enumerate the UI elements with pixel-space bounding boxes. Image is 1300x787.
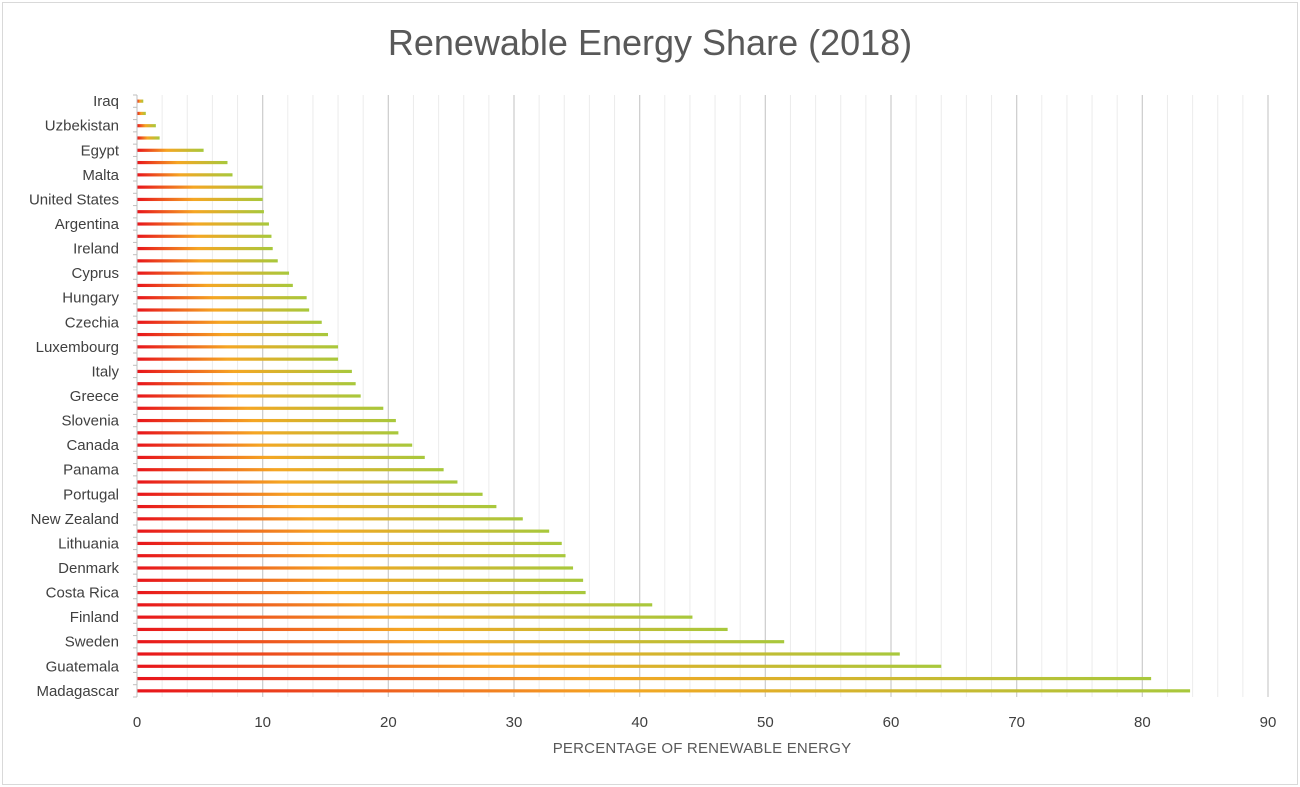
category-label: Lithuania <box>58 535 120 552</box>
bar <box>137 689 1191 693</box>
bar <box>137 296 307 300</box>
bar <box>137 394 361 398</box>
bar <box>137 148 204 152</box>
x-tick-label: 90 <box>1260 714 1277 731</box>
bar <box>137 210 264 214</box>
category-label: United States <box>29 191 119 208</box>
category-label: Madagascar <box>36 683 119 700</box>
category-label: Panama <box>63 462 120 479</box>
category-label: Ireland <box>73 241 119 258</box>
category-label: Sweden <box>65 634 119 651</box>
category-label: Hungary <box>62 290 119 307</box>
bar <box>137 615 693 619</box>
bar <box>137 443 413 447</box>
bar <box>137 590 586 595</box>
category-label: Portugal <box>63 486 119 503</box>
bar <box>137 99 144 103</box>
x-tick-label: 40 <box>631 714 648 731</box>
bar <box>137 418 396 423</box>
bar <box>137 345 339 349</box>
bar <box>137 664 942 668</box>
x-axis-title: PERCENTAGE OF RENEWABLE ENERGY <box>552 740 852 757</box>
category-label: Iraq <box>93 93 119 110</box>
category-label: Costa Rica <box>46 585 120 602</box>
bar <box>137 283 293 288</box>
bar <box>137 369 352 374</box>
bar <box>137 627 728 632</box>
category-label: Luxembourg <box>36 339 119 356</box>
category-label: Czechia <box>65 314 120 331</box>
category-label: Argentina <box>55 216 120 233</box>
bar <box>137 468 444 472</box>
category-label: Italy <box>91 363 119 380</box>
bar <box>137 320 322 324</box>
bar <box>137 357 339 361</box>
category-label: Slovenia <box>61 413 119 430</box>
bar <box>137 578 584 582</box>
x-tick-label: 60 <box>883 714 900 731</box>
x-tick-label: 20 <box>380 714 397 731</box>
bar <box>137 136 160 140</box>
bar <box>137 173 233 177</box>
category-label: Finland <box>70 609 119 626</box>
bar <box>137 160 228 165</box>
x-tick-label: 80 <box>1134 714 1151 731</box>
category-label: Guatemala <box>46 658 120 675</box>
bar <box>137 431 399 435</box>
bar <box>137 652 900 656</box>
bar <box>137 406 384 410</box>
bar <box>137 554 566 558</box>
bar <box>137 332 329 337</box>
x-tick-label: 50 <box>757 714 774 731</box>
bar <box>137 222 269 226</box>
category-label: Uzbekistan <box>45 118 119 135</box>
bar <box>137 517 523 521</box>
category-label: Egypt <box>81 142 120 159</box>
bar <box>137 124 156 128</box>
bar <box>137 541 562 546</box>
bar <box>137 246 273 251</box>
x-tick-label: 70 <box>1008 714 1025 731</box>
category-label: Canada <box>66 437 119 454</box>
x-tick-label: 30 <box>506 714 523 731</box>
bar <box>137 492 483 496</box>
x-tick-label: 10 <box>254 714 271 731</box>
bar <box>137 640 785 644</box>
bar <box>137 455 425 460</box>
chart-title: Renewable Energy Share (2018) <box>387 22 913 63</box>
axes <box>133 94 138 698</box>
bar <box>137 234 272 238</box>
category-label: New Zealand <box>31 511 119 528</box>
x-tick-label: 0 <box>133 714 141 731</box>
category-label: Denmark <box>58 560 119 577</box>
labels: Iraq Uzbekistan Egypt Malta United States Arg… <box>29 93 1276 731</box>
bar <box>137 676 1152 681</box>
bars <box>137 99 1191 693</box>
bar <box>137 566 574 570</box>
category-label: Greece <box>70 388 119 405</box>
bar <box>137 111 146 116</box>
bar <box>137 382 356 386</box>
category-label: Malta <box>82 167 119 184</box>
category-label: Cyprus <box>71 265 119 282</box>
bar <box>137 529 550 533</box>
bar <box>137 603 653 607</box>
bar <box>137 504 497 509</box>
bar <box>137 308 310 312</box>
bar <box>137 259 278 263</box>
bar <box>137 271 290 275</box>
bar <box>137 197 263 202</box>
bar <box>137 480 458 484</box>
bar <box>137 185 263 189</box>
